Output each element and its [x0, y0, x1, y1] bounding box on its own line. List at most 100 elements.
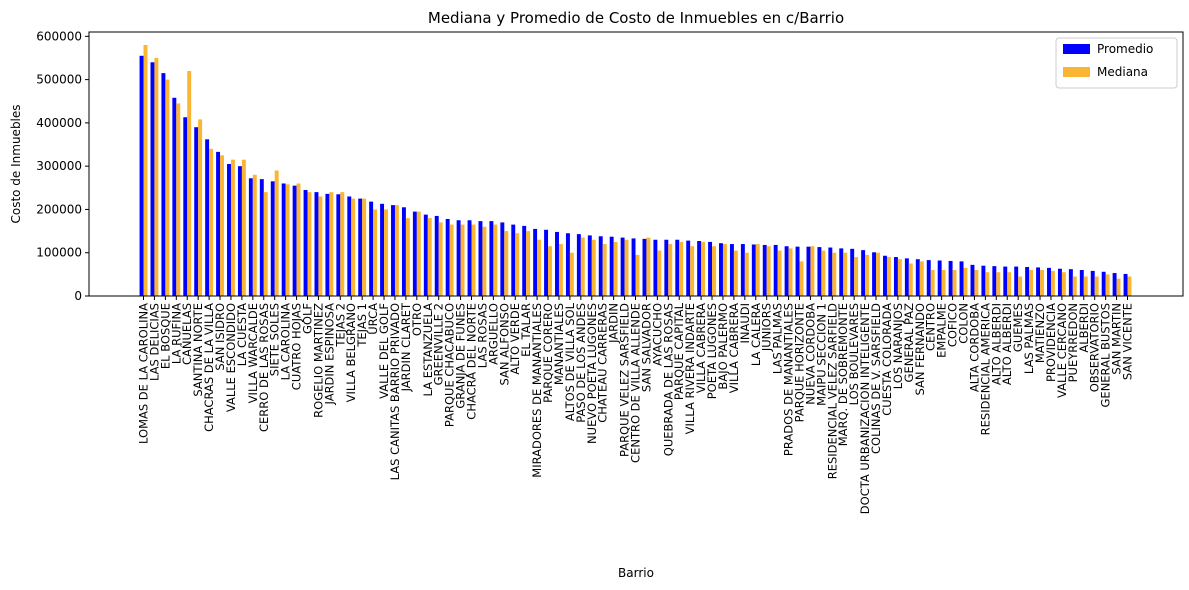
x-tick-label: VALLE DEL GOLF: [377, 303, 391, 399]
bar-promedio: [883, 255, 887, 296]
bar-promedio: [281, 183, 286, 296]
bar-promedio: [172, 97, 177, 297]
x-tick-label: CENTRO: [924, 303, 938, 351]
bar-promedio: [369, 201, 374, 296]
bar-promedio: [325, 193, 330, 296]
x-axis-label: Barrio: [618, 566, 654, 580]
bar-promedio: [1036, 267, 1041, 296]
bar-promedio: [708, 241, 713, 296]
bar-mediana: [438, 222, 443, 296]
legend: Promedio Mediana: [1055, 37, 1178, 89]
x-tick-label: JUNIORS: [760, 303, 774, 352]
x-tick-label: JARDIN ESPINOSA: [322, 303, 336, 406]
x-tick-label: VILLA CABRERA: [694, 303, 708, 393]
bar-promedio: [1079, 270, 1084, 296]
bar-mediana: [252, 174, 257, 296]
bar-promedio: [544, 229, 549, 296]
bar-promedio: [992, 266, 997, 296]
x-tick-label: ALTA CORDOBA: [967, 303, 981, 392]
y-tick-label: 0: [74, 289, 82, 303]
bar-promedio: [336, 194, 341, 296]
x-tick-label: EL BOSQUE: [158, 303, 172, 369]
x-tick-label: PARQUE HORIZONTE: [793, 303, 807, 422]
bar-promedio: [729, 244, 734, 296]
bar-promedio: [686, 240, 691, 296]
bar-promedio: [412, 211, 417, 296]
x-tick-label: EL TALAR: [519, 303, 533, 357]
x-tick-label: OTRO: [410, 303, 424, 336]
bar-mediana: [285, 184, 290, 296]
bar-promedio: [303, 189, 308, 296]
bar-mediana: [558, 244, 563, 296]
bar-promedio: [839, 248, 844, 296]
bar-mediana: [668, 244, 673, 296]
bar-mediana: [843, 252, 848, 296]
bar-promedio: [423, 214, 428, 296]
x-tick-label: NUEVA CORDOBA: [803, 303, 817, 405]
x-tick-label: LAS ROSAS: [475, 303, 489, 368]
bar-promedio: [511, 224, 516, 296]
bar-promedio: [828, 247, 833, 296]
legend-label-mediana: Mediana: [1097, 65, 1148, 79]
x-tick-label: EMPALME: [935, 303, 949, 358]
bar-mediana: [996, 272, 1001, 296]
bar-mediana: [1105, 274, 1110, 296]
bar-promedio: [620, 237, 625, 296]
bar-mediana: [886, 257, 891, 296]
bar-mediana: [1083, 276, 1088, 296]
x-tick-label: SAN FERNANDO: [913, 303, 927, 396]
x-tick-label: CUESTA COLORADA: [880, 303, 894, 416]
x-tick-label: GOLF: [301, 303, 315, 334]
x-tick-label: ALTO ALBERDI: [1000, 303, 1014, 385]
bar-mediana: [230, 159, 235, 296]
x-tick-label: VALLE ESCONDIDO: [224, 303, 238, 412]
bar-mediana: [307, 192, 312, 296]
y-tick-label: 500000: [36, 73, 82, 87]
x-tick-label: MATIENZO: [1033, 303, 1047, 363]
bar-promedio: [675, 239, 680, 296]
bar-promedio: [773, 244, 778, 296]
bar-promedio: [762, 244, 767, 296]
x-tick-label: PARQUE CHACABUCO: [443, 303, 457, 427]
bar-promedio: [642, 238, 647, 296]
x-tick-label: PARQUE CAPITAL: [672, 302, 686, 400]
x-tick-label: ALTO ALBERDI: [989, 303, 1003, 385]
x-tick-label: MAIPU SECCION 1: [814, 303, 828, 406]
x-tick-label: GUEMES: [1011, 303, 1025, 352]
bar-mediana: [427, 218, 432, 296]
bar-mediana: [733, 250, 738, 296]
bar-promedio: [609, 236, 614, 296]
x-tick-label: LA CUESTA: [235, 303, 249, 366]
bar-mediana: [209, 148, 214, 296]
bar-promedio: [1123, 273, 1128, 296]
bar-mediana: [471, 224, 476, 296]
bar-promedio: [565, 233, 570, 296]
x-tick-label: MANANTIALES: [552, 303, 566, 385]
x-tick-label: LA ESTANZUELA: [421, 303, 435, 397]
bar-mediana: [504, 231, 509, 296]
x-tick-label: PARQUE VELEZ SARSFIELD: [618, 303, 632, 457]
x-tick-label: COLINAS DE V. SARSFIELD: [869, 303, 883, 454]
bar-mediana: [537, 239, 542, 296]
bar-mediana: [788, 248, 793, 296]
bar-mediana: [548, 246, 552, 296]
bar-promedio: [248, 178, 253, 296]
x-tick-label: CHATEAU CARRERAS: [596, 303, 610, 423]
x-tick-label: GENERAL BUSTOS: [1099, 303, 1113, 407]
x-tick-label: SIETE SOLES: [268, 303, 282, 376]
bar-promedio: [1003, 266, 1008, 296]
x-tick-label: GREENVILLE 2: [432, 303, 446, 385]
x-tick-label: LA CALERA: [749, 303, 763, 366]
bar-promedio: [478, 221, 483, 296]
bar-promedio: [751, 244, 756, 296]
bar-mediana: [876, 252, 880, 296]
bar-promedio: [205, 139, 210, 296]
x-tick-label: COFICO: [946, 303, 960, 347]
bar-promedio: [401, 207, 406, 296]
bar-promedio: [1112, 273, 1117, 296]
bar-promedio: [216, 151, 221, 296]
bar-mediana: [1127, 276, 1132, 296]
x-tick-label: LOS BOULEVARES: [847, 303, 861, 405]
x-tick-label: GRANJA DE FUNES: [454, 303, 468, 409]
